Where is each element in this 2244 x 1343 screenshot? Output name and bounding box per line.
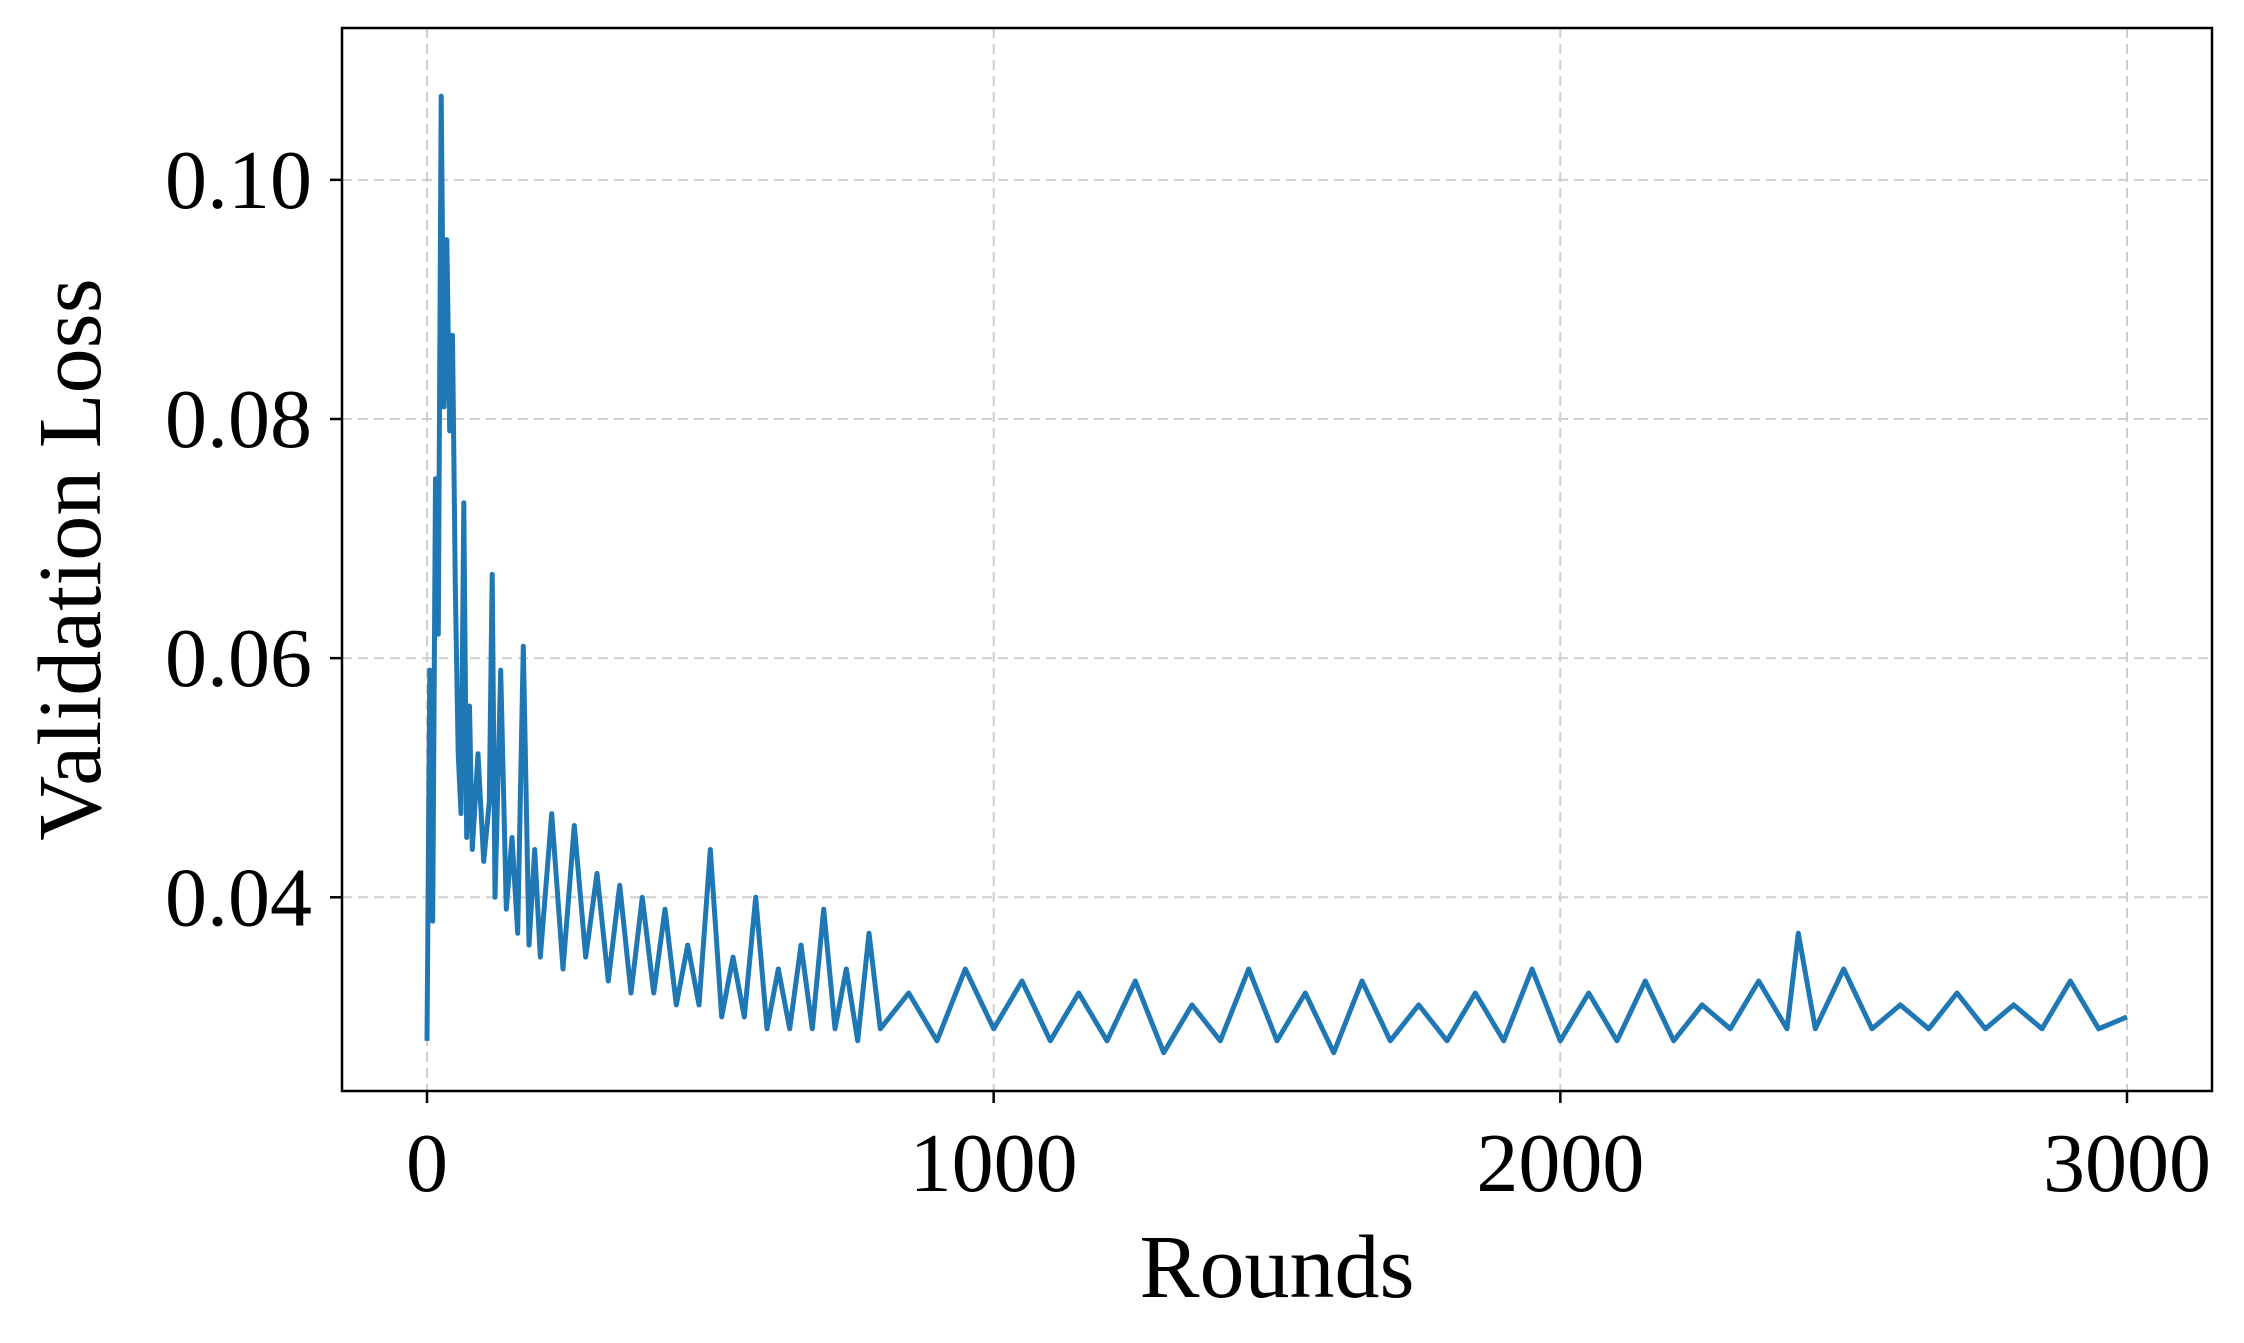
x-tick-label: 1000	[910, 1117, 1078, 1210]
y-tick-label: 0.10	[165, 134, 312, 227]
series-layer	[424, 93, 2128, 1056]
y-tick-label: 0.06	[165, 612, 312, 705]
x-tick-label: 3000	[2043, 1117, 2211, 1210]
grid-lines	[342, 28, 2212, 1091]
x-tick-label: 0	[406, 1117, 448, 1210]
plot-frame	[340, 26, 2214, 1093]
y-axis: 0.04 0.06 0.08 0.10	[165, 134, 342, 944]
y-axis-title: Validation Loss	[21, 278, 120, 840]
series-line	[424, 93, 2128, 1056]
x-tick-label: 2000	[1476, 1117, 1644, 1210]
x-axis: 0 1000 2000 3000	[406, 1091, 2211, 1210]
y-tick-label: 0.04	[165, 851, 312, 944]
x-axis-title: Rounds	[1139, 1218, 1414, 1317]
y-tick-label: 0.08	[165, 373, 312, 466]
